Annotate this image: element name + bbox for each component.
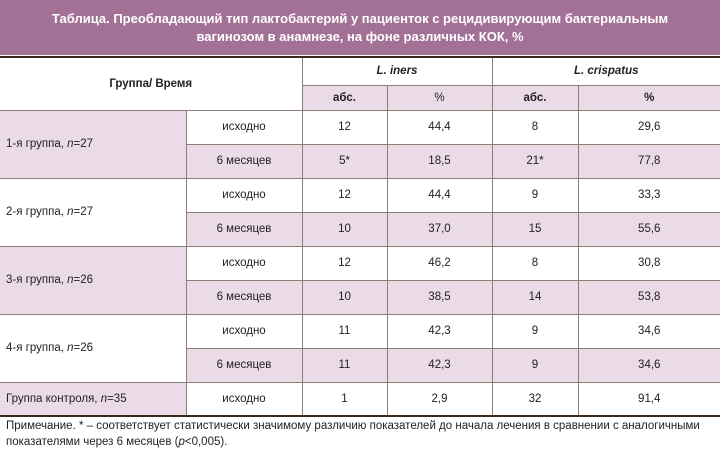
value-cell: 44,4 — [386, 177, 493, 213]
value-cell: 9 — [491, 177, 579, 213]
table-row: 1-я группа, n=27 исходно 12 44,4 8 29,6 — [0, 109, 720, 179]
value-cell: 12 — [301, 245, 388, 281]
value-cell: 34,6 — [577, 313, 720, 349]
value-cell: 32 — [491, 381, 579, 417]
data-table: Группа/ Время L. iners L. crispatus абс.… — [0, 56, 720, 417]
time-cell: 6 месяцев — [186, 347, 303, 383]
table-row: 2-я группа, n=27 исходно 12 44,4 9 33,3 — [0, 177, 720, 247]
time-cell: исходно — [185, 245, 303, 281]
value-cell: 5* — [301, 143, 388, 179]
value-cell: 8 — [491, 109, 579, 145]
value-cell: 37,0 — [386, 211, 493, 247]
header-pct: % — [386, 84, 493, 111]
value-cell: 9 — [491, 313, 579, 349]
table-note: Примечание. * – соответствует статистиче… — [6, 420, 700, 448]
time-cell: исходно — [185, 177, 303, 213]
value-cell: 33,3 — [577, 177, 720, 213]
value-cell: 34,6 — [577, 347, 720, 383]
group-cell: 4-я группа, n=26 — [0, 313, 187, 383]
table-title: Таблица. Преобладающий тип лактобактерий… — [0, 0, 720, 55]
value-cell: 10 — [301, 279, 388, 315]
time-cell: исходно — [185, 313, 303, 349]
group-cell: Группа контроля, n=35 — [0, 381, 187, 417]
value-cell: 91,4 — [577, 381, 720, 417]
value-cell: 29,6 — [577, 109, 720, 145]
group-cell: 1-я группа, n=27 — [0, 109, 187, 179]
value-cell: 15 — [491, 211, 579, 247]
table-row: Группа контроля, n=35 исходно 1 2,9 32 91,4 — [0, 381, 720, 417]
value-cell: 11 — [301, 313, 388, 349]
header-group-time: Группа/ Время — [0, 56, 303, 111]
value-cell: 18,5 — [386, 143, 493, 179]
table-row: 3-я группа, n=26 исходно 12 46,2 8 30,8 — [0, 245, 720, 315]
value-cell: 38,5 — [386, 279, 493, 315]
value-cell: 42,3 — [386, 347, 493, 383]
value-cell: 30,8 — [577, 245, 720, 281]
group-cell: 3-я группа, n=26 — [0, 245, 187, 315]
value-cell: 12 — [301, 109, 388, 145]
header-pct: % — [577, 84, 720, 111]
title-line-2: вагинозом в анамнезе, на фоне различных … — [196, 29, 524, 44]
value-cell: 1 — [301, 381, 388, 417]
value-cell: 44,4 — [386, 109, 493, 145]
time-cell: исходно — [185, 109, 303, 145]
time-cell: исходно — [185, 381, 303, 417]
value-cell: 11 — [301, 347, 388, 383]
header-crispatus: L. crispatus — [491, 56, 720, 86]
value-cell: 10 — [301, 211, 388, 247]
value-cell: 53,8 — [577, 279, 720, 315]
value-cell: 77,8 — [577, 143, 720, 179]
group-cell: 2-я группа, n=27 — [0, 177, 187, 247]
value-cell: 12 — [301, 177, 388, 213]
value-cell: 14 — [491, 279, 579, 315]
header-abs: абс. — [302, 84, 388, 111]
time-cell: 6 месяцев — [186, 143, 303, 179]
value-cell: 2,9 — [386, 381, 493, 417]
table-row: 6 месяцев 11 42,3 9 34,6 — [0, 347, 720, 383]
title-line-1: Таблица. Преобладающий тип лактобактерий… — [51, 11, 669, 26]
header-iners: L. iners — [301, 56, 493, 86]
header-abs: абс. — [491, 84, 579, 111]
value-cell: 42,3 — [386, 313, 493, 349]
value-cell: 55,6 — [577, 211, 720, 247]
value-cell: 8 — [491, 245, 579, 281]
table-row: 6 месяцев 10 38,5 14 53,8 — [0, 279, 720, 315]
time-cell: 6 месяцев — [186, 211, 303, 247]
value-cell: 9 — [491, 347, 579, 383]
value-cell: 46,2 — [386, 245, 493, 281]
value-cell: 21* — [491, 143, 579, 179]
time-cell: 6 месяцев — [186, 279, 303, 315]
table-row: 4-я группа, n=26 исходно 11 42,3 9 34,6 — [0, 313, 720, 383]
